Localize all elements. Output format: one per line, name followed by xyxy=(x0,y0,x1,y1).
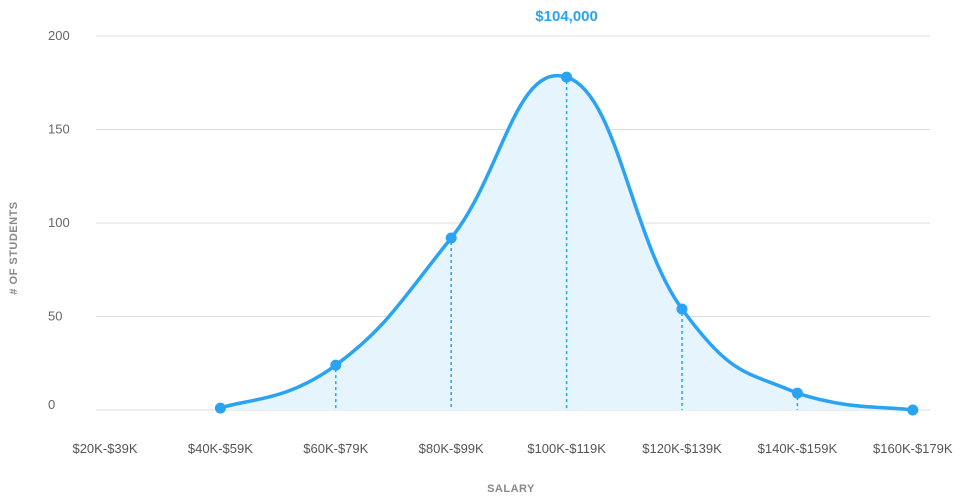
x-tick-label: $140K-$159K xyxy=(758,441,838,456)
data-point[interactable] xyxy=(676,303,688,315)
series-area xyxy=(220,75,913,410)
data-point[interactable] xyxy=(445,232,457,244)
data-point[interactable] xyxy=(330,359,342,371)
data-point[interactable] xyxy=(561,71,573,83)
x-tick-label: $40K-$59K xyxy=(188,441,253,456)
x-tick-label: $80K-$99K xyxy=(419,441,484,456)
x-axis-title: SALARY xyxy=(487,483,535,495)
peak-value-label: $104,000 xyxy=(535,8,598,25)
drop-lines-layer xyxy=(335,81,799,410)
y-tick-label: 50 xyxy=(48,309,62,324)
data-point[interactable] xyxy=(791,387,803,399)
points-layer xyxy=(214,71,919,416)
y-axis-title: # OF STUDENTS xyxy=(8,201,20,294)
x-tick-label: $60K-$79K xyxy=(303,441,368,456)
x-tick-label: $100K-$119K xyxy=(527,441,606,456)
data-point[interactable] xyxy=(214,402,226,414)
y-tick-label: 100 xyxy=(48,215,70,230)
x-tick-label: $20K-$39K xyxy=(72,441,137,456)
data-point[interactable] xyxy=(907,404,919,416)
x-tick-labels: $20K-$39K $40K-$59K $60K-$79K $80K-$99K $100… xyxy=(72,441,952,456)
y-tick-label: 0 xyxy=(48,397,55,412)
x-tick-label: $120K-$139K xyxy=(642,441,722,456)
y-tick-label: 150 xyxy=(48,122,70,137)
y-tick-label: 200 xyxy=(48,28,70,43)
x-tick-label: $160K-$179K xyxy=(873,441,953,456)
area-layer xyxy=(220,75,913,410)
y-tick-labels: 0 50 100 150 200 xyxy=(48,28,70,412)
